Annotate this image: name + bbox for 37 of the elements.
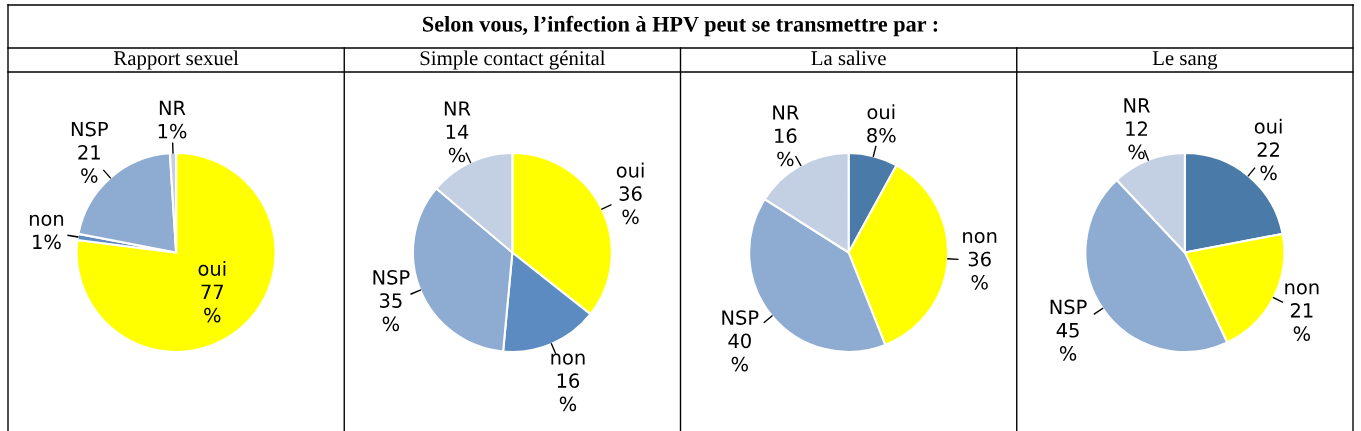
data-label: 36 %	[619, 186, 642, 225]
chart-title: Le sang	[1152, 51, 1218, 70]
text: Selon vous, l’infection à HPV peut se transmettre par :	[423, 15, 938, 37]
data-label: 1%	[158, 123, 187, 139]
data-label: 21 %	[78, 144, 100, 183]
slice-label: non	[1285, 283, 1319, 295]
slice-label: NSP	[722, 310, 759, 325]
data-label: 1%	[33, 234, 61, 250]
data-label: 8%	[867, 127, 896, 143]
chart-title: Simple contact génital	[420, 50, 606, 70]
data-label: 21 %	[1290, 303, 1313, 341]
data-label: 40 %	[728, 333, 751, 372]
data-label: 45 %	[1056, 323, 1079, 361]
data-label: 12 %	[1126, 121, 1147, 160]
chart-title: La salive	[811, 50, 886, 66]
data-label: 22 %	[1257, 142, 1279, 181]
slice-label: NR	[444, 101, 471, 116]
data-label: 14 %	[446, 124, 469, 163]
slice-label: NR	[159, 100, 186, 115]
slice-label: NSP	[1050, 299, 1087, 315]
slice-label: oui	[616, 162, 644, 178]
data-label: 35 %	[379, 293, 402, 332]
slice-label: oui	[198, 260, 226, 276]
data-label: 77 %	[201, 284, 224, 323]
slice-label: NR	[773, 105, 799, 120]
slice-label: NSP	[373, 269, 410, 285]
slice-label: NSP	[71, 121, 108, 137]
slice-label: non	[963, 231, 997, 244]
data-label: 16 %	[775, 128, 797, 167]
data-label: 16 %	[557, 373, 580, 412]
data-label: 36 %	[968, 251, 991, 290]
slice-label: oui	[867, 104, 895, 120]
slice-label: non	[29, 214, 64, 226]
slice-label: NR	[1124, 98, 1151, 113]
chart-title: Rapport sexuel	[113, 50, 239, 70]
slice-label: oui	[1254, 118, 1282, 134]
slice-label: non	[551, 353, 585, 365]
